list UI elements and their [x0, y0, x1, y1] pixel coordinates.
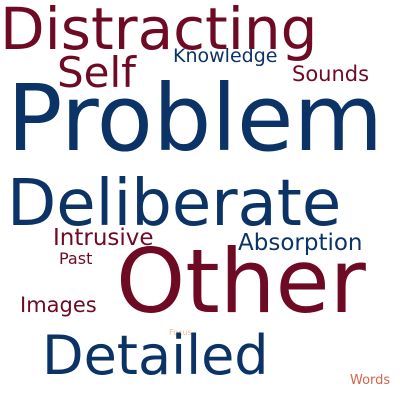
word-focus: Focus	[169, 328, 192, 337]
word-images: Images	[20, 293, 97, 317]
word-absorption: Absorption	[238, 230, 363, 256]
word-words: Words	[350, 373, 391, 388]
word-distracting: Distracting	[0, 0, 318, 63]
word-sounds: Sounds	[292, 62, 370, 86]
word-deliberate: Deliberate	[7, 167, 342, 241]
word-intrusive: Intrusive	[53, 225, 154, 251]
word-problem: Problem	[7, 65, 384, 172]
word-past: Past	[59, 249, 93, 268]
word-detailed: Detailed	[42, 324, 269, 387]
word-knowledge: Knowledge	[173, 45, 278, 67]
word-other: Other	[116, 230, 366, 333]
word-self: Self	[57, 48, 136, 97]
